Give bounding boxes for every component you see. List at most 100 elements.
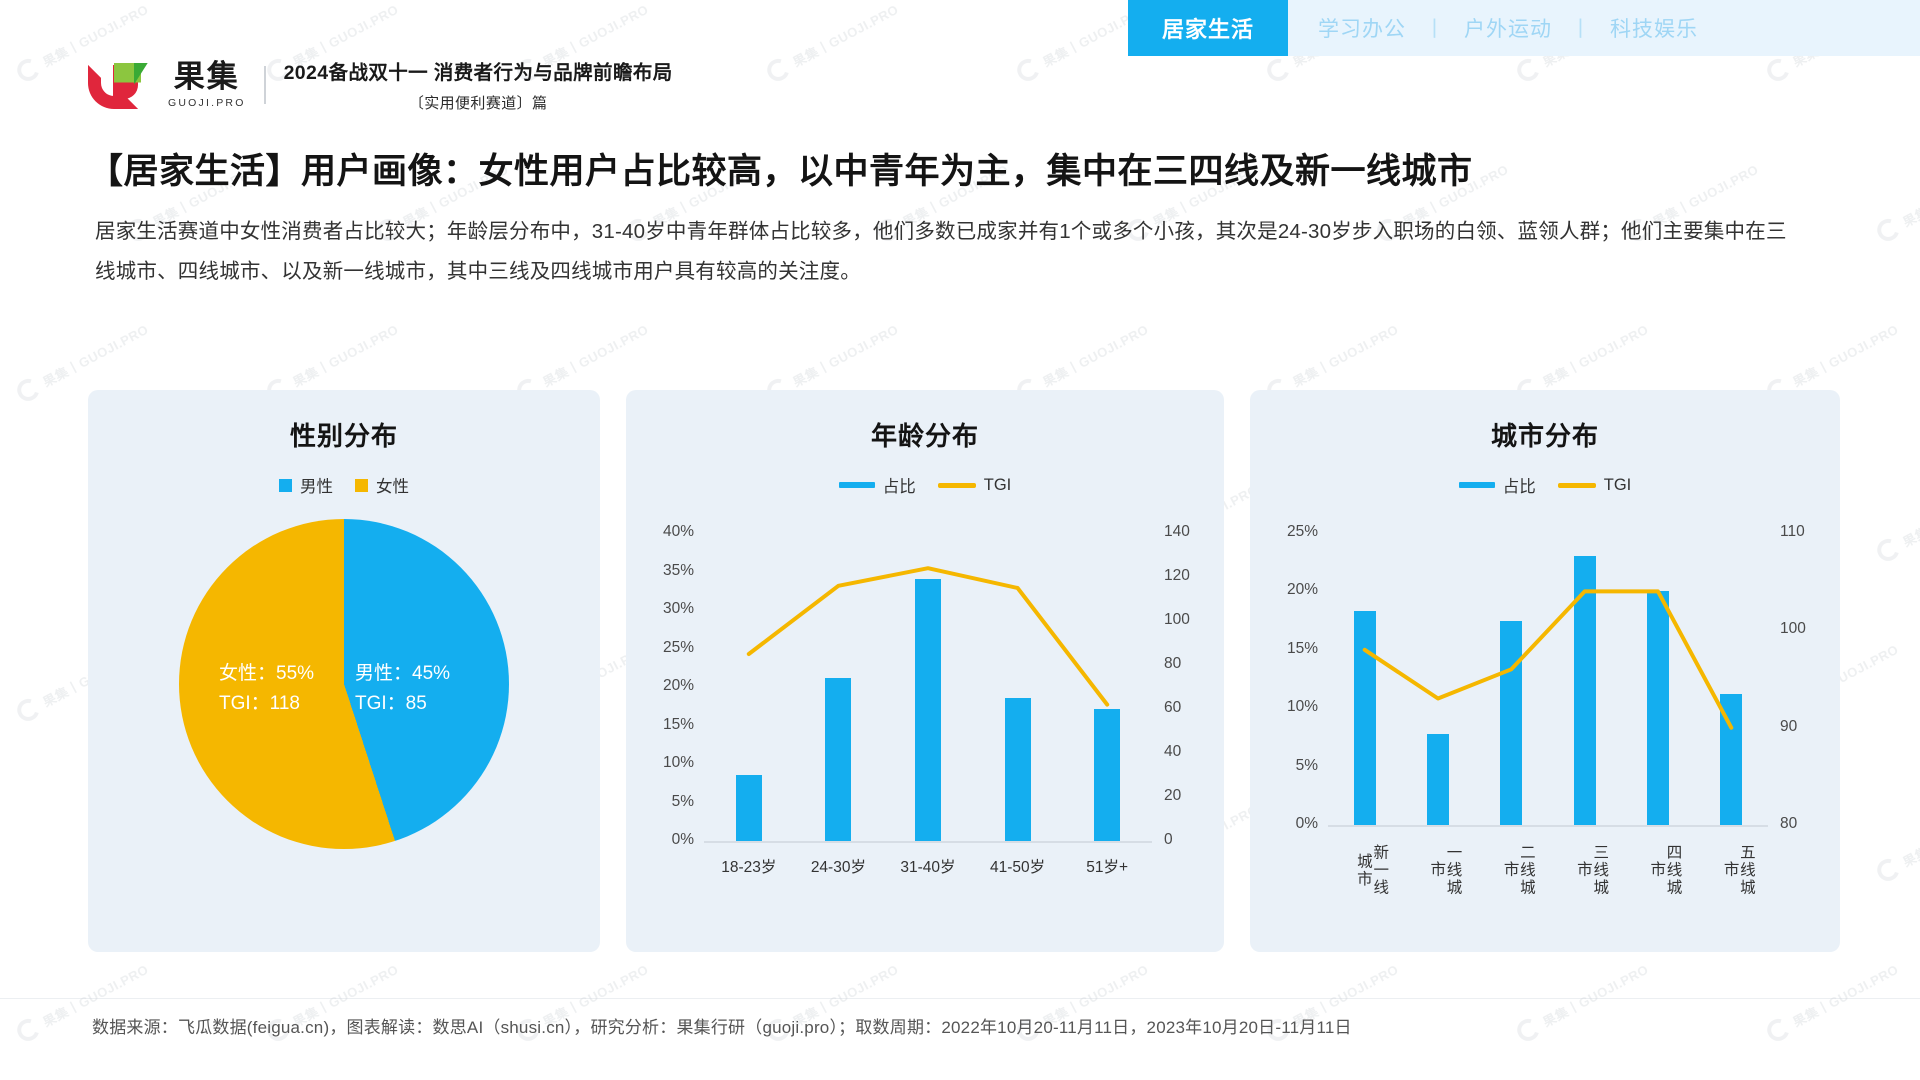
legend-gender: 男性 女性 — [88, 473, 600, 497]
report-title: 2024备战双十一 消费者行为与品牌前瞻布局 — [283, 62, 673, 84]
tab-list: 学习办公 丨 户外运动 丨 科技娱乐 — [1288, 13, 1702, 43]
page-title: 【居家生活】用户画像：女性用户占比较高，以中青年为主，集中在三四线及新一线城市 — [88, 152, 1473, 191]
watermark: 果集丨GUOJI.PRO — [1513, 957, 1652, 1045]
plot-area-city: 0% 5% 10% 15% 20% 25% 80 90 100 110 新一线城市 一线城市 二线城市 三… — [1250, 523, 1840, 903]
bar — [915, 579, 941, 841]
guoji-g-icon — [1013, 55, 1044, 85]
bar — [1094, 708, 1121, 841]
legend-label-male: 男性 — [300, 478, 333, 496]
tab-tech-entertainment[interactable]: 科技娱乐 — [1610, 18, 1699, 41]
tab-home-living[interactable]: 居家生活 — [1128, 0, 1289, 56]
x-axis-tick: 51岁+ — [1086, 859, 1129, 876]
bar — [1647, 591, 1669, 825]
y-axis-left-tick: 10% — [662, 754, 694, 771]
data-source-note: 数据来源：飞瓜数据(feigua.cn)，图表解读：数思AI（shusi.cn）… — [92, 1018, 1352, 1037]
bar — [735, 774, 762, 841]
tab-study-office[interactable]: 学习办公 — [1318, 18, 1407, 41]
summary-paragraph: 居家生活赛道中女性消费者占比较大；年龄层分布中，31-40岁中青年群体占比较多，… — [95, 220, 1787, 283]
watermark-text: 果集丨GUOJI.PRO — [1540, 321, 1651, 390]
x-axis-tick: 二线城市 — [1501, 843, 1535, 897]
y-axis-left-tick: 5% — [671, 792, 694, 810]
y-axis-left-tick: 20% — [1286, 581, 1318, 599]
legend-swatch-bar-icon — [838, 482, 875, 488]
watermark: 果集丨GUOJI.PRO — [763, 0, 902, 85]
x-axis-line — [704, 841, 1152, 843]
legend-item-share-age[interactable]: 占比 — [838, 473, 916, 497]
watermark-text: 果集丨GUOJI.PRO — [290, 321, 401, 390]
x-axis-tick: 一线城市 — [1428, 843, 1462, 897]
pie-slices — [179, 519, 509, 849]
guoji-g-icon — [1263, 55, 1294, 85]
x-axis-tick: 五线城市 — [1721, 843, 1755, 897]
x-axis-tick: 18-23岁 — [721, 859, 777, 876]
legend-label-tgi-city: TGI — [1603, 475, 1632, 494]
x-axis-tick: 三线城市 — [1574, 843, 1609, 897]
tab-outdoor-sports[interactable]: 户外运动 — [1464, 18, 1553, 41]
bar — [825, 677, 852, 841]
y-axis-right-tick: 90 — [1780, 717, 1798, 735]
y-axis-left-tick: 25% — [662, 638, 694, 656]
tab-separator-2: 丨 — [1570, 18, 1593, 41]
watermark-text: 果集丨GUOJI.PRO — [1900, 481, 1920, 550]
legend-label-share-age: 占比 — [882, 478, 916, 496]
legend-item-male[interactable]: 男性 — [279, 473, 333, 497]
guoji-g-icon — [1763, 1015, 1794, 1045]
guoji-g-icon — [1873, 855, 1904, 885]
y-axis-left-tick: 5% — [1295, 756, 1318, 774]
legend-item-share-city[interactable]: 占比 — [1458, 473, 1536, 497]
brand-wordmark: 果集 GUOJI.PRO — [168, 61, 246, 109]
plot-area-age: 0% 5% 10% 15% 20% 25% 30% 35% 40% 0 20 40 60 80 100 120… — [626, 523, 1224, 903]
guoji-g-icon — [13, 55, 44, 85]
y-axis-right-tick: 100 — [1780, 620, 1806, 638]
watermark: 果集丨GUOJI.PRO — [1873, 157, 1920, 245]
legend-item-tgi-age[interactable]: TGI — [937, 475, 1012, 495]
legend-item-female[interactable]: 女性 — [355, 473, 409, 497]
y-axis-right-tick: 110 — [1780, 523, 1805, 540]
chart-title-city: 城市分布 — [1490, 421, 1599, 451]
y-axis-left-tick: 15% — [662, 715, 694, 733]
y-axis-left-tick: 10% — [1286, 698, 1318, 716]
pie-label-female: 女性：55% TGI：118 — [219, 659, 314, 719]
x-axis-tick: 24-30岁 — [810, 859, 866, 876]
card-age-distribution: 年龄分布 占比 TGI 0% 5% 10% 15% 20% 25% 30% 35% 40% 0 20… — [626, 390, 1224, 952]
chart-title-gender: 性别分布 — [289, 421, 398, 451]
y-axis-right-tick: 140 — [1164, 523, 1190, 540]
charts-row: 性别分布 男性 女性 女性：55% TGI：118 男性：45% — [88, 390, 1840, 952]
watermark-text: 果集丨GUOJI.PRO — [1790, 321, 1901, 390]
y-axis-right-tick: 40 — [1164, 743, 1182, 760]
watermark-text: 果集丨GUOJI.PRO — [1790, 961, 1901, 1030]
x-axis-tick: 四线城市 — [1648, 843, 1682, 897]
bar — [1353, 611, 1376, 825]
y-axis-right-tick: 80 — [1164, 655, 1182, 672]
guoji-g-icon — [1513, 55, 1544, 85]
x-axis-tick: 31-40岁 — [900, 859, 956, 876]
legend-swatch-line-icon — [937, 482, 976, 488]
legend-label-tgi-age: TGI — [983, 475, 1012, 494]
y-axis-left-tick: 20% — [662, 677, 694, 694]
brand-name-en: GUOJI.PRO — [168, 96, 246, 109]
report-subtitle: 〔实用便利赛道〕篇 — [408, 95, 548, 112]
y-axis-left-tick: 40% — [662, 523, 694, 540]
watermark-text: 果集丨GUOJI.PRO — [790, 321, 901, 390]
footer-divider — [0, 998, 1920, 999]
legend-swatch-male-icon — [279, 478, 292, 492]
bar — [1004, 697, 1031, 841]
card-city-distribution: 城市分布 占比 TGI 0% 5% 10% 15% 20% 25% 80 90 100 110 新一… — [1250, 390, 1840, 952]
tgi-line-series — [746, 566, 1110, 707]
watermark-text: 果集丨GUOJI.PRO — [790, 1, 901, 70]
legend-item-tgi-city[interactable]: TGI — [1557, 475, 1632, 495]
watermark: 果集丨GUOJI.PRO — [1763, 957, 1902, 1045]
legend-swatch-line-icon — [1557, 482, 1596, 488]
pie-label-male-pct: 男性：45% — [355, 663, 451, 684]
pie-label-female-tgi: TGI：118 — [219, 693, 300, 714]
y-axis-right-tick: 120 — [1164, 567, 1190, 584]
bar — [1573, 556, 1596, 825]
y-axis-left-tick: 35% — [662, 561, 694, 579]
watermark-text: 果集丨GUOJI.PRO — [540, 321, 651, 390]
tgi-line-series — [1362, 589, 1734, 730]
y-axis-left-tick: 25% — [1286, 523, 1318, 540]
tab-separator-1: 丨 — [1424, 18, 1447, 41]
chart-title-age: 年龄分布 — [870, 421, 979, 451]
legend-swatch-female-icon — [355, 478, 368, 492]
guoji-g-icon — [1873, 215, 1904, 245]
